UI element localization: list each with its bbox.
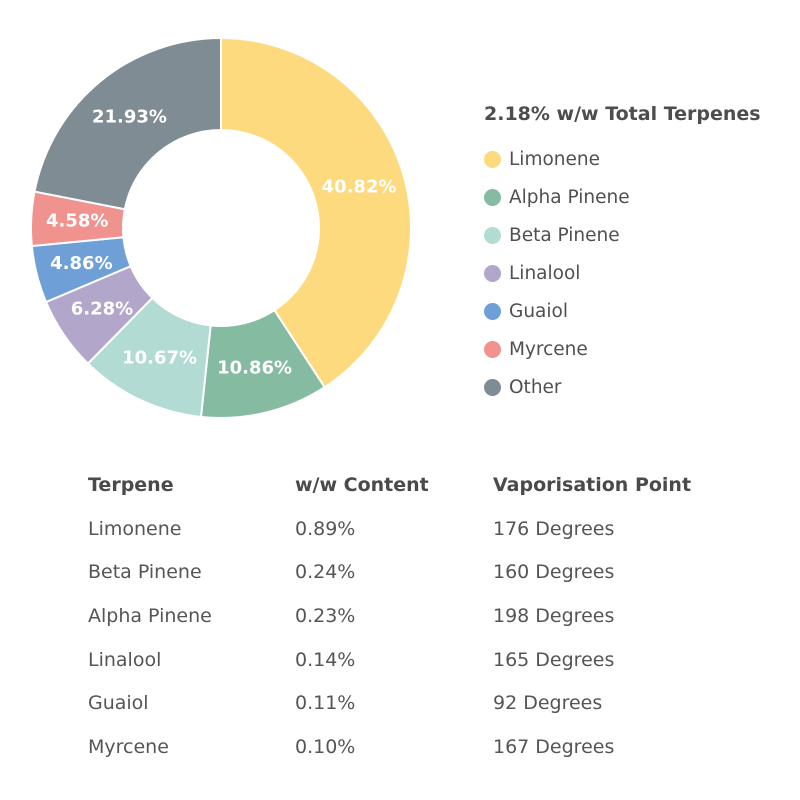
legend-item-alpha-pinene: Alpha Pinene <box>484 178 761 216</box>
slice-label-guaiol: 4.86% <box>50 253 112 274</box>
table-cell: 198 Degrees <box>493 604 615 627</box>
table-cell: 0.24% <box>295 561 356 584</box>
table-cell: Beta Pinene <box>88 561 202 584</box>
legend-label: Myrcene <box>509 338 588 360</box>
table-cell: Linalool <box>88 648 162 671</box>
legend-swatch <box>484 226 501 244</box>
legend-label: Alpha Pinene <box>509 186 630 208</box>
table-header-row: Terpene w/w Content Vaporisation Point <box>88 463 753 507</box>
column-header-vaporisation: Vaporisation Point <box>493 474 692 496</box>
legend-item-guaiol: Guaiol <box>484 292 761 330</box>
legend-swatch <box>484 264 501 282</box>
table-row: Alpha Pinene 0.23% 198 Degrees <box>88 594 753 638</box>
slice-label-alpha-pinene: 10.86% <box>217 358 292 379</box>
table-cell: Myrcene <box>88 735 169 758</box>
column-header-content: w/w Content <box>295 474 429 496</box>
table-cell: Limonene <box>88 517 182 540</box>
slice-other <box>33 36 222 211</box>
table-cell: 0.11% <box>295 692 356 715</box>
table-cell: 167 Degrees <box>493 735 615 758</box>
table-cell: Guaiol <box>88 692 149 715</box>
table-row: Guaiol 0.11% 92 Degrees <box>88 681 753 725</box>
table-row: Linalool 0.14% 165 Degrees <box>88 638 753 682</box>
legend-label: Guaiol <box>509 300 568 322</box>
slice-label-limonene: 40.82% <box>322 177 397 198</box>
column-header-terpene: Terpene <box>88 474 174 496</box>
legend-title: 2.18% w/w Total Terpenes <box>484 103 761 125</box>
table-cell: 0.23% <box>295 604 356 627</box>
slice-limonene <box>220 36 412 389</box>
table-cell: Alpha Pinene <box>88 604 212 627</box>
table-cell: 0.14% <box>295 648 356 671</box>
terpene-table: Terpene w/w Content Vaporisation Point L… <box>88 463 753 769</box>
legend-label: Beta Pinene <box>509 224 620 246</box>
legend-label: Linalool <box>509 262 581 284</box>
legend-label: Other <box>509 376 562 398</box>
table-cell: 0.10% <box>295 735 356 758</box>
table-cell: 160 Degrees <box>493 561 615 584</box>
legend-swatch <box>484 340 501 358</box>
legend-item-linalool: Linalool <box>484 254 761 292</box>
table-cell: 165 Degrees <box>493 648 615 671</box>
legend-swatch <box>484 150 501 168</box>
table-row: Myrcene 0.10% 167 Degrees <box>88 725 753 769</box>
donut-chart: 40.82% 10.86% 10.67% 6.28% 4.86% 4.58% 21.93% <box>30 36 412 419</box>
legend-item-beta-pinene: Beta Pinene <box>484 216 761 254</box>
slice-label-linalool: 6.28% <box>71 299 133 320</box>
table-cell: 176 Degrees <box>493 517 615 540</box>
legend: 2.18% w/w Total Terpenes Limonene Alpha P… <box>484 100 761 406</box>
slice-label-other: 21.93% <box>92 106 167 127</box>
table-cell: 0.89% <box>295 517 356 540</box>
legend-item-other: Other <box>484 368 761 406</box>
table-cell: 92 Degrees <box>493 692 603 715</box>
legend-item-limonene: Limonene <box>484 140 761 178</box>
legend-swatch <box>484 302 501 320</box>
legend-items: Limonene Alpha Pinene Beta Pinene Linalool G… <box>484 140 761 406</box>
table-row: Limonene 0.89% 176 Degrees <box>88 507 753 551</box>
legend-item-myrcene: Myrcene <box>484 330 761 368</box>
legend-swatch <box>484 378 501 396</box>
table-row: Beta Pinene 0.24% 160 Degrees <box>88 551 753 595</box>
slice-label-beta-pinene: 10.67% <box>122 348 197 369</box>
legend-label: Limonene <box>509 148 601 170</box>
legend-swatch <box>484 188 501 206</box>
slice-label-myrcene: 4.58% <box>46 210 108 231</box>
